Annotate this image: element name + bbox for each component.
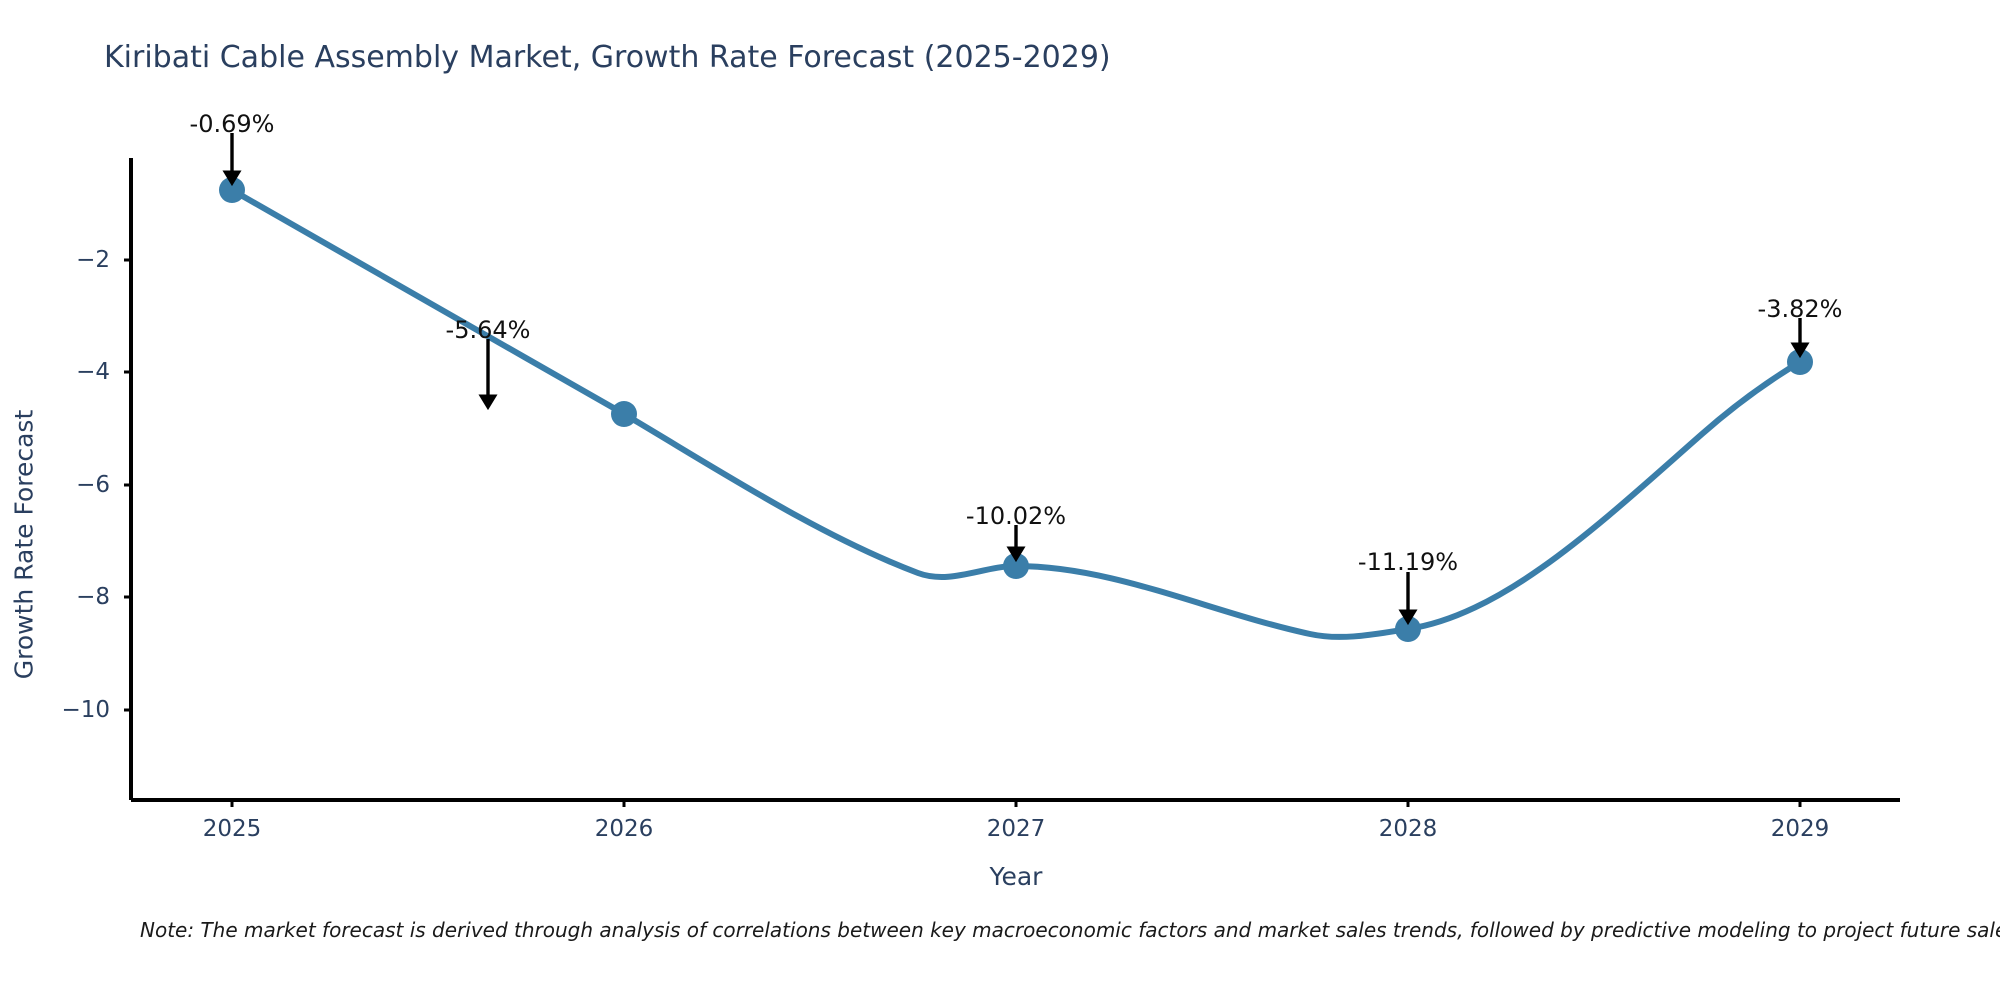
data-label-2026: -5.64% xyxy=(445,316,531,344)
y-tick-label: −8 xyxy=(76,584,110,610)
data-label-2027: -10.02% xyxy=(965,502,1067,530)
y-tick-label: −4 xyxy=(76,359,110,385)
data-point-marker[interactable] xyxy=(1395,616,1421,642)
x-tick-label: 2029 xyxy=(1770,816,1830,842)
y-tick-label: −6 xyxy=(76,472,110,498)
data-label-2025: -0.69% xyxy=(189,110,275,138)
data-label-2029: -3.82% xyxy=(1757,295,1843,323)
x-tick-label: 2026 xyxy=(594,816,654,842)
data-point-marker[interactable] xyxy=(219,177,245,203)
x-axis-label: Year xyxy=(989,862,1043,891)
y-tick-label: −2 xyxy=(76,247,110,273)
y-axis-label: Growth Rate Forecast xyxy=(9,409,39,680)
data-point-marker[interactable] xyxy=(611,401,637,427)
data-point-marker[interactable] xyxy=(1003,553,1029,579)
x-tick-label: 2027 xyxy=(986,816,1046,842)
data-label-2028: -11.19% xyxy=(1357,548,1459,576)
chart-footnote: Note: The market forecast is derived thr… xyxy=(140,918,2000,942)
y-tick-label: −10 xyxy=(61,697,110,723)
data-point-marker[interactable] xyxy=(1787,349,1813,375)
x-tick-label: 2028 xyxy=(1378,816,1438,842)
x-tick-label: 2025 xyxy=(202,816,262,842)
chart-title: Kiribati Cable Assembly Market, Growth R… xyxy=(104,40,1111,75)
